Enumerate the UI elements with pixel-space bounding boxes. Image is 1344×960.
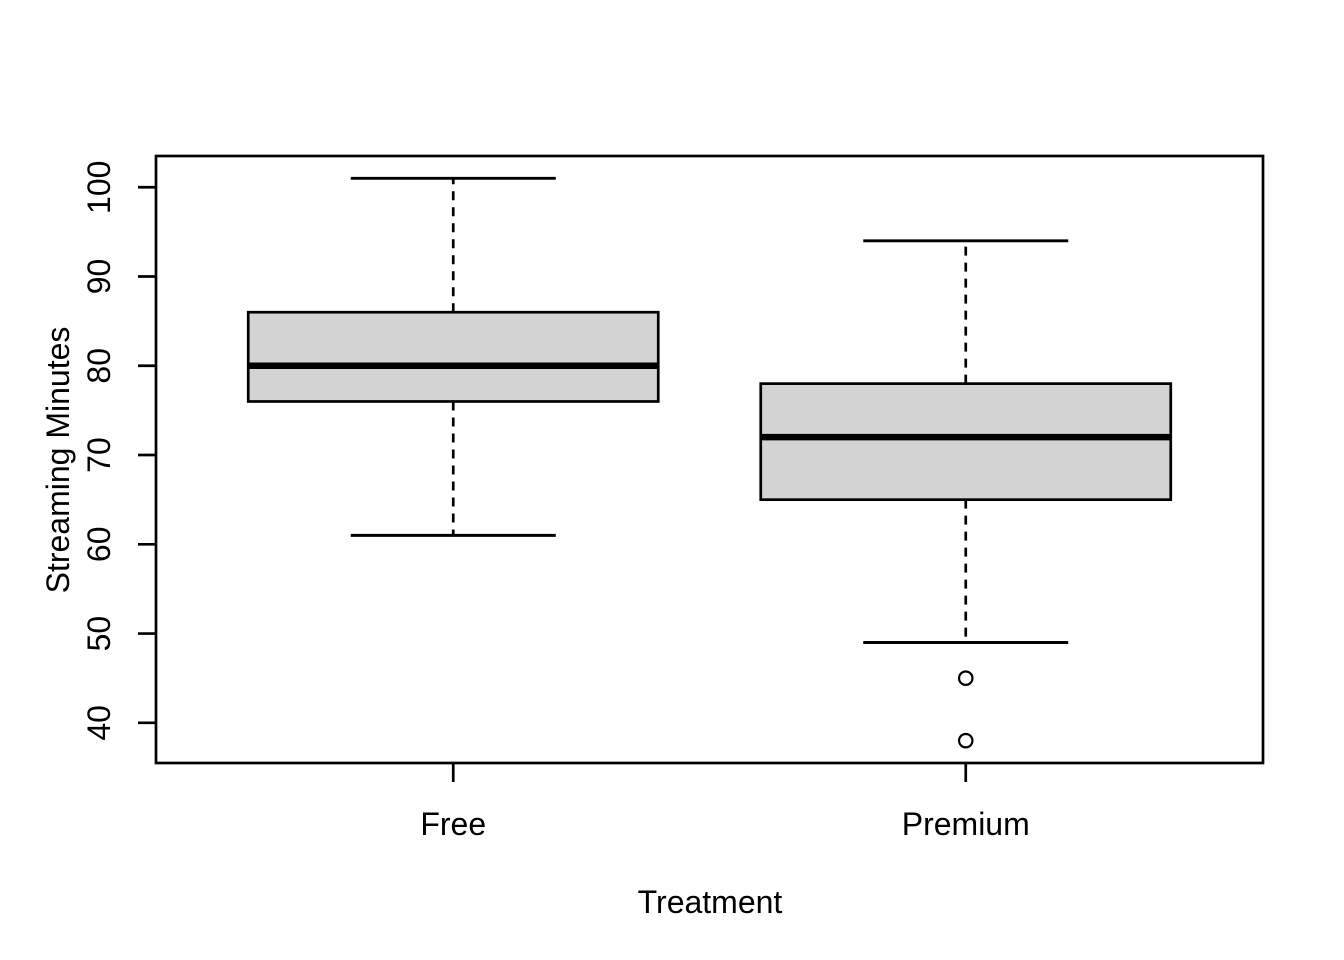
y-axis-title: Streaming Minutes <box>40 327 76 594</box>
premium-outlier-0 <box>957 670 974 686</box>
x-category-label-free: Free <box>420 806 486 842</box>
x-axis-title: Treatment <box>638 884 783 920</box>
premium-outlier-1 <box>957 732 974 749</box>
y-tick-label-100: 100 <box>81 161 117 214</box>
y-tick-label-90: 90 <box>81 259 117 295</box>
premium-box <box>759 382 1173 502</box>
y-tick-label-50: 50 <box>81 616 117 652</box>
chart-layer: 40 50 60 70 80 90 100 Free Premium <box>81 154 1265 842</box>
free-box <box>246 310 660 403</box>
y-tick-label-40: 40 <box>81 705 117 741</box>
y-tick-label-60: 60 <box>81 527 117 563</box>
plot-frame <box>154 154 1265 765</box>
x-category-label-premium: Premium <box>902 806 1030 842</box>
y-tick-label-70: 70 <box>81 437 117 473</box>
y-tick-label-80: 80 <box>81 348 117 384</box>
